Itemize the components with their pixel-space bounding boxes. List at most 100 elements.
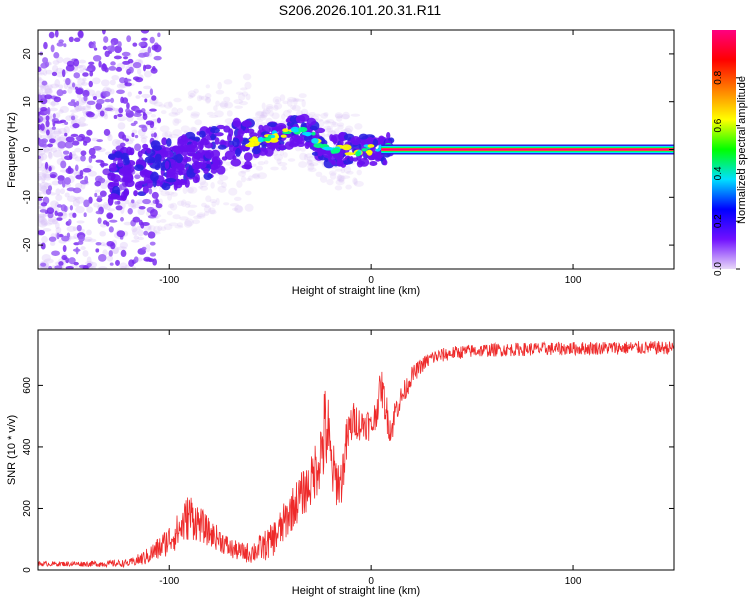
heatmap-cell	[157, 32, 161, 38]
heatmap-cell	[172, 214, 181, 220]
heatmap-cell	[138, 219, 143, 226]
heatmap-cell	[168, 203, 175, 209]
heatmap-cell	[151, 95, 157, 101]
heatmap-cell	[142, 143, 149, 150]
heatmap-cell	[204, 93, 212, 99]
heatmap-cell	[75, 136, 82, 140]
heatmap-cell	[342, 111, 350, 120]
heatmap-cell	[174, 112, 181, 116]
heatmap-cell	[337, 122, 345, 127]
heatmap-cell	[242, 73, 252, 81]
heatmap-cell	[149, 108, 157, 112]
heatmap-cell	[246, 177, 251, 182]
heatmap-cell	[193, 169, 201, 174]
heatmap-cell	[80, 155, 86, 162]
heatmap-cell	[252, 173, 261, 180]
heatmap-cell	[61, 255, 68, 261]
heatmap-cell	[145, 258, 153, 262]
heatmap-cell	[177, 135, 189, 146]
heatmap-cell	[228, 187, 238, 196]
heatmap-cell	[108, 226, 114, 233]
heatmap-cell	[51, 218, 59, 225]
heatmap-cell	[199, 139, 205, 146]
heatmap-cell	[87, 238, 97, 243]
heatmap-cell	[107, 284, 115, 292]
heatmap-cell	[229, 166, 234, 170]
heatmap-cell	[306, 158, 312, 166]
heatmap-cell	[211, 157, 219, 164]
heatmap-cell	[38, 215, 45, 222]
heatmap-cell	[76, 224, 82, 232]
heatmap-cell	[44, 161, 49, 170]
heatmap-cell	[120, 265, 126, 269]
heatmap-cell	[170, 191, 178, 197]
heatmap-cell	[178, 168, 183, 176]
heatmap-cell	[166, 137, 172, 147]
heatmap-cell	[80, 81, 88, 86]
heatmap-cell	[136, 68, 142, 75]
heatmap-cell	[82, 77, 87, 82]
y-tick-label: 0	[22, 567, 33, 573]
heatmap-cell	[124, 82, 132, 87]
heatmap-cell	[65, 77, 71, 86]
heatmap-cell	[82, 273, 88, 279]
heatmap-cell	[81, 274, 88, 278]
heatmap-cell	[82, 72, 89, 77]
heatmap-cell	[57, 284, 63, 291]
heatmap-cell	[160, 218, 167, 223]
heatmap-cell	[38, 76, 42, 81]
heatmap-cell	[247, 175, 253, 181]
heatmap-cell	[42, 68, 48, 76]
heatmap-cell	[61, 69, 66, 78]
heatmap-cell	[97, 217, 102, 225]
heatmap-cell	[346, 170, 354, 175]
heatmap-cell	[359, 157, 370, 167]
heatmap-cell	[57, 127, 67, 135]
heatmap-cell	[217, 81, 222, 90]
heatmap-cell	[38, 118, 41, 124]
heatmap-cell	[63, 126, 70, 134]
heatmap-cell	[337, 175, 346, 182]
heatmap-cell	[134, 174, 141, 180]
heatmap-cell	[137, 236, 145, 241]
heatmap-cell	[127, 58, 134, 64]
heatmap-cell	[123, 56, 129, 60]
heatmap-cell	[131, 199, 135, 204]
heatmap-cell	[43, 174, 52, 181]
heatmap-cell	[42, 228, 52, 232]
heatmap-cell	[70, 115, 76, 121]
heatmap-cell	[96, 197, 103, 203]
heatmap-marks	[33, 30, 674, 297]
heatmap-cell	[122, 134, 127, 141]
heatmap-cell	[273, 153, 284, 161]
heatmap-cell	[287, 158, 296, 162]
heatmap-cell	[133, 235, 139, 240]
heatmap-cell	[39, 134, 50, 139]
heatmap-cell	[161, 131, 169, 139]
heatmap-cell	[172, 129, 183, 136]
heatmap-cell	[323, 112, 329, 117]
heatmap-cell	[335, 155, 343, 162]
heatmap-cell	[40, 173, 47, 181]
heatmap-cell	[109, 79, 116, 86]
heatmap-cell	[295, 146, 302, 152]
heatmap-cell	[72, 212, 77, 218]
heatmap-cell	[171, 145, 181, 153]
heatmap-cell	[94, 180, 102, 187]
heatmap-cell	[92, 54, 102, 62]
heatmap-cell	[41, 236, 48, 244]
heatmap-cell	[339, 132, 344, 142]
heatmap-cell	[120, 152, 129, 160]
heatmap-cell	[38, 293, 46, 297]
heatmap-cell	[33, 272, 43, 276]
heatmap-cell	[56, 232, 60, 240]
heatmap-cell	[131, 132, 135, 138]
heatmap-cell	[251, 174, 260, 178]
heatmap-cell	[132, 61, 142, 69]
heatmap-band-core	[381, 148, 674, 151]
heatmap-cell	[48, 151, 53, 160]
heatmap-cell	[133, 190, 138, 197]
heatmap-cell	[127, 91, 132, 97]
heatmap-cell	[39, 85, 44, 90]
heatmap-cell	[260, 111, 268, 119]
